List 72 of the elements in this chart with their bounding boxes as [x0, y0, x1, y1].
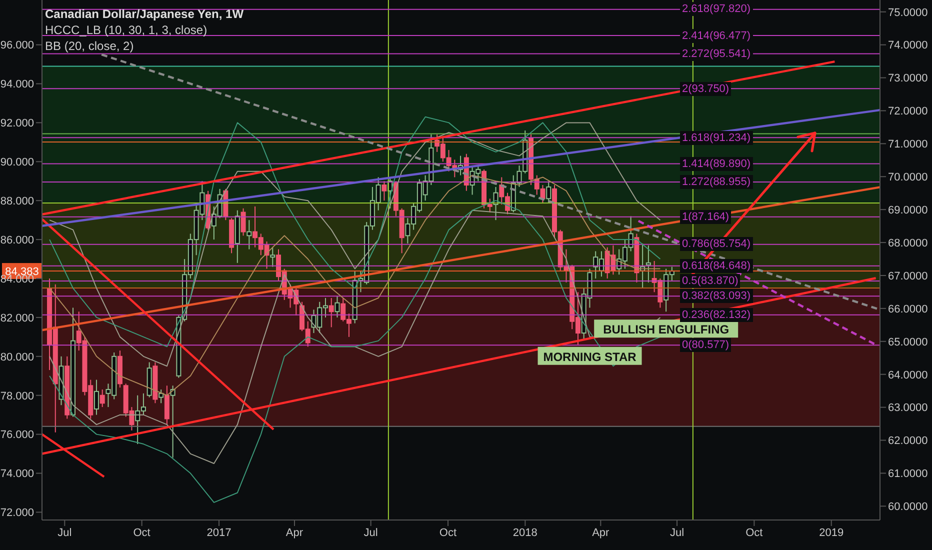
y2-tick-label: 60.0000 [888, 501, 928, 514]
y-tick-label: 78.000 [0, 390, 34, 402]
ref-line-label: 1.272(88.955) [680, 175, 752, 189]
ref-line-label: 1(87.164) [680, 210, 732, 224]
x-tick-label: Oct [439, 526, 457, 539]
y2-tick-label: 74.0000 [888, 40, 928, 52]
text: Canadian Dollar/Japanese Yen, 1W [45, 6, 244, 22]
y2-tick-label: 69.0000 [888, 204, 928, 216]
candlestick [546, 180, 552, 204]
x-tick-label: 2017 [206, 526, 232, 539]
x-tick-label: 2018 [512, 526, 538, 539]
y-tick-label: 90.000 [0, 156, 34, 169]
ref-line-label: 0.618(84.648) [680, 258, 752, 273]
ref-line-label: 1.414(89.890) [680, 156, 752, 171]
x-tick-label: Oct [133, 526, 150, 539]
ref-line-label: 1.618(91.234) [680, 130, 752, 145]
ref-line-label: 2(93.750) [680, 82, 732, 96]
ref-line-label: 2.414(96.477) [680, 28, 752, 42]
candlestick [240, 208, 246, 236]
y2-tick-label: 68.0000 [888, 237, 928, 250]
ref-line-label: 0.786(85.754) [680, 237, 752, 252]
candlestick [270, 246, 276, 268]
x-tick-label: 2019 [819, 526, 844, 539]
y-tick-label: 96.000 [0, 40, 34, 52]
x-tick-label: Jul [670, 526, 684, 539]
y-tick-label: 82.000 [0, 312, 34, 324]
y2-tick-label: 71.0000 [888, 138, 928, 151]
y-tick-label: 92.000 [0, 118, 34, 130]
line-series [49, 210, 661, 464]
x-tick-label: Oct [746, 526, 763, 539]
y-tick-label: 88.000 [0, 196, 34, 208]
ref-line-label: 2.272(95.541) [680, 46, 752, 61]
y2-tick-label: 61.0000 [888, 468, 928, 480]
y2-tick-label: 63.0000 [888, 402, 928, 414]
y-tick-label: 74.000 [0, 468, 34, 480]
y-tick-label: 86.000 [0, 234, 34, 246]
candlestick [164, 385, 170, 426]
candlestick [487, 198, 492, 213]
candlestick [94, 379, 99, 416]
y2-tick-label: 65.0000 [888, 336, 928, 348]
annotation: MORNING STAR [543, 350, 637, 364]
y2-tick-label: 66.0000 [888, 303, 928, 316]
x-tick-label: Apr [286, 526, 304, 539]
y2-tick-label: 75.0000 [888, 6, 928, 19]
candlestick [382, 180, 387, 202]
ref-line-label: 0.5(83.870) [680, 274, 740, 288]
x-tick-label: Jul [364, 526, 378, 539]
ref-line-label: 0(80.577) [680, 338, 732, 352]
y2-tick-label: 62.0000 [888, 435, 928, 448]
y2-tick-label: 67.0000 [888, 270, 928, 282]
annotation: BB (20, close, 2) [45, 38, 135, 54]
candlestick [328, 297, 334, 328]
y-tick-label: 94.000 [0, 78, 34, 91]
y2-tick-label: 73.0000 [888, 72, 928, 85]
y-tick-label: 72.000 [0, 507, 34, 520]
candlestick [158, 389, 164, 404]
annotation: BULLISH ENGULFING [603, 322, 730, 337]
ref-line-label: 0.382(83.093) [680, 289, 752, 304]
y2-tick-label: 64.0000 [888, 369, 928, 382]
candlestick [100, 389, 105, 408]
x-tick-label: Apr [592, 526, 610, 539]
y-tick-label: 76.000 [0, 429, 34, 442]
candlestick [246, 220, 252, 250]
candlestick [646, 244, 651, 283]
annotation: HCCC_LB (10, 30, 1, 3, close) [45, 22, 208, 38]
ref-line-label: 2.618(97.820) [680, 2, 752, 16]
y2-tick-label: 70.0000 [888, 172, 928, 184]
x-tick-label: Jul [58, 526, 72, 539]
ref-line-label: 0.236(82.132) [680, 308, 752, 322]
y-tick-label: 80.000 [0, 351, 34, 364]
candlestick [334, 296, 340, 318]
y2-tick-label: 72.0000 [888, 106, 928, 118]
